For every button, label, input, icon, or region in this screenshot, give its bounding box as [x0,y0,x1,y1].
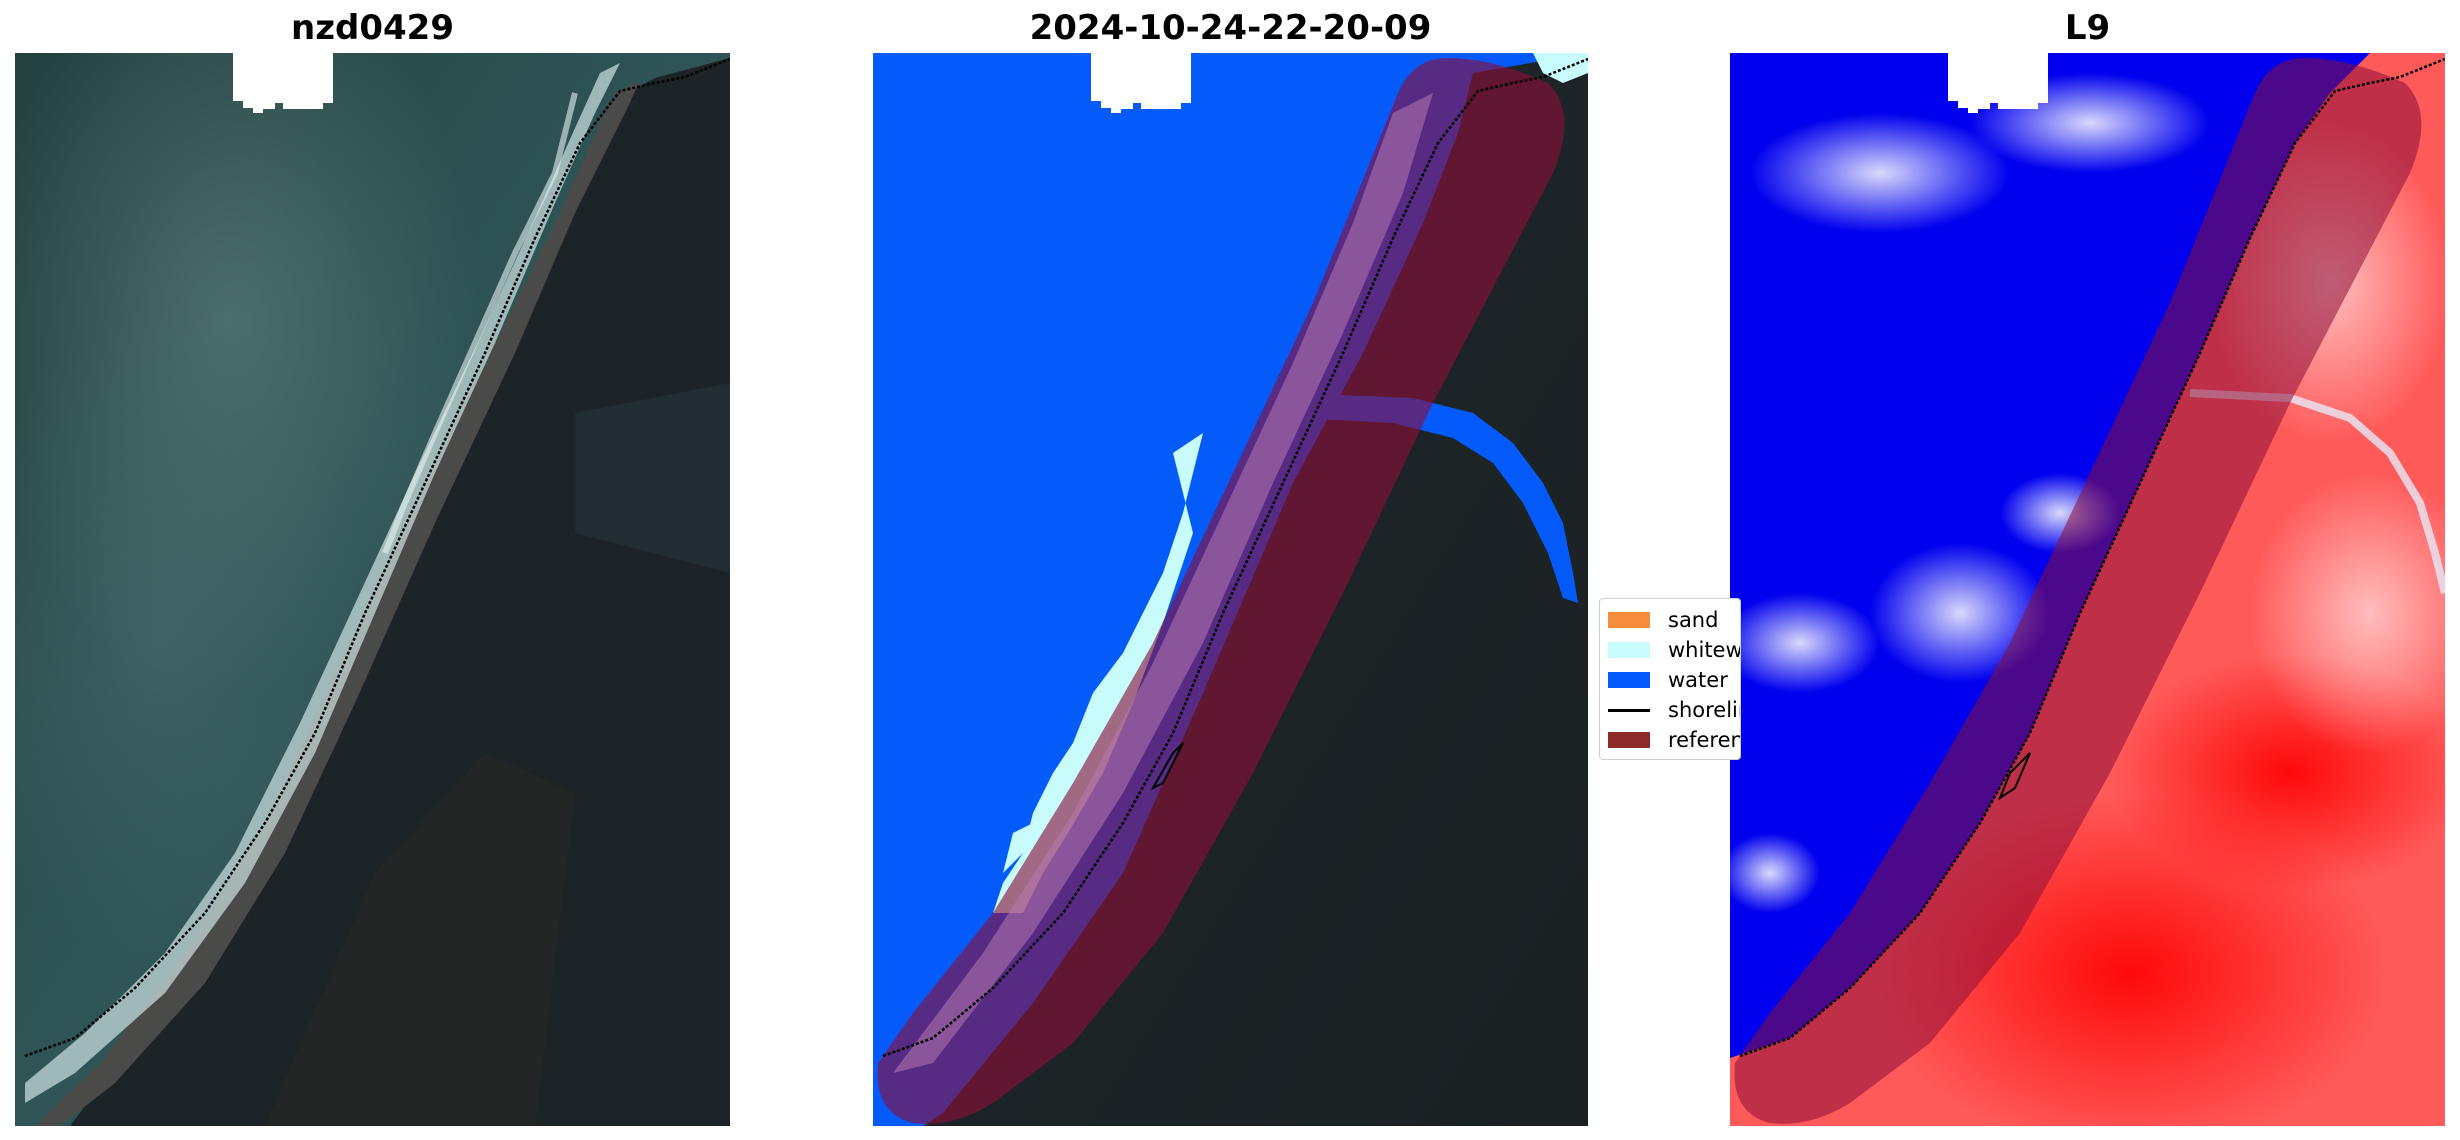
classification-image [873,53,1588,1126]
panel-title-classification: 2024-10-24-22-20-09 [1029,8,1432,48]
river-water [1293,393,1578,603]
no-data-patch [1091,53,1191,113]
panel-title-index: L9 [2064,8,2111,48]
legend-label-shoreline: shoreline [1668,698,1740,722]
legend: sand whitewater water shoreline referenc… [1599,598,1741,760]
legend-label-whitewater: whitewater [1668,638,1741,662]
surf-zone [25,63,620,1103]
legend-label-water: water [1668,668,1728,692]
legend-swatch-shoreline [1608,709,1650,712]
shoreline-line [24,57,730,1058]
legend-swatch-reference [1608,732,1650,748]
classification-panel [873,53,1588,1126]
reference-buffer [1734,58,2422,1124]
shoreline-line [882,57,1588,1058]
beach-strip [35,81,640,1126]
whitewater-class [993,433,1203,913]
legend-label-sand: sand [1668,608,1719,632]
legend-swatch-sand [1608,612,1650,628]
rgb-satellite-image [15,53,730,1126]
legend-label-reference: reference [1668,728,1740,752]
shoreline-line [1739,57,2445,1058]
index-image [1730,53,2445,1126]
rgb-image-panel [15,53,730,1126]
legend-swatch-whitewater [1608,642,1650,658]
no-data-patch [1948,53,2048,113]
panel-title-rgb: nzd0429 [291,8,454,48]
no-data-patch [233,53,333,113]
legend-swatch-water [1608,672,1650,688]
index-panel [1730,53,2445,1126]
